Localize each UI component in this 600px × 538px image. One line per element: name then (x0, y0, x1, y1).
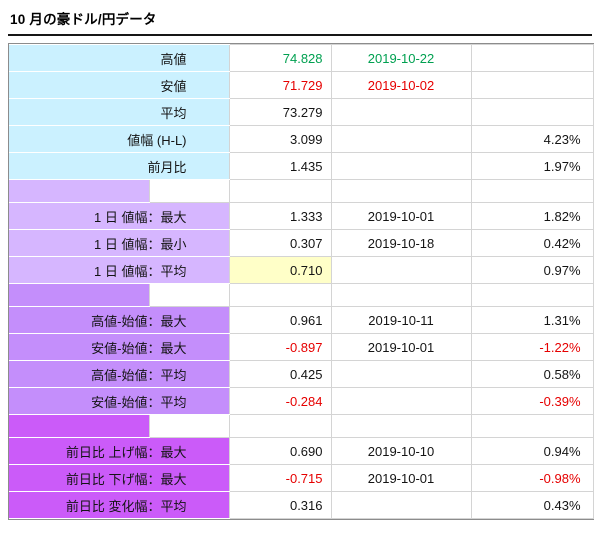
row-label: 高値 (9, 44, 230, 72)
date-cell: 2019-10-01 (330, 333, 472, 361)
date-cell (330, 387, 472, 415)
blank-cell (470, 414, 594, 438)
blank-cell (148, 179, 230, 203)
percent-cell: 0.43% (470, 491, 594, 519)
date-cell: 2019-10-01 (330, 202, 472, 230)
table-row: 安値 71.729 2019-10-02 (9, 71, 594, 99)
date-cell: 2019-10-11 (330, 306, 472, 334)
percent-cell: 1.82% (470, 202, 594, 230)
separator-row (9, 283, 594, 307)
table-row: 安値-始値：最大 -0.897 2019-10-01 -1.22% (9, 333, 594, 361)
table-row: 前日比 変化幅：平均 0.316 0.43% (9, 491, 594, 519)
percent-cell: 0.97% (470, 256, 594, 284)
blank-cell (228, 414, 332, 438)
blank-cell (470, 179, 594, 203)
blank-cell (228, 283, 332, 307)
value-cell: -0.284 (228, 387, 332, 415)
value-cell: 0.307 (228, 229, 332, 257)
blank-cell (228, 179, 332, 203)
value-cell: -0.715 (228, 464, 332, 492)
row-label: 安値 (9, 71, 230, 99)
row-label: 高値-始値：最大 (9, 306, 230, 334)
percent-cell (470, 71, 594, 99)
table-row: 1 日 値幅：最小 0.307 2019-10-18 0.42% (9, 229, 594, 257)
value-cell: 1.333 (228, 202, 332, 230)
blank-cell (470, 283, 594, 307)
date-cell: 2019-10-01 (330, 464, 472, 492)
table-row: 高値-始値：最大 0.961 2019-10-11 1.31% (9, 306, 594, 334)
date-cell (330, 98, 472, 126)
value-cell: 0.425 (228, 360, 332, 388)
table-row: 前月比 1.435 1.97% (9, 152, 594, 180)
row-label: 高値-始値：平均 (9, 360, 230, 388)
table-row: 平均 73.279 (9, 98, 594, 126)
date-cell: 2019-10-22 (330, 44, 472, 72)
date-cell (330, 256, 472, 284)
date-cell (330, 360, 472, 388)
value-cell: 74.828 (228, 44, 332, 72)
value-cell: 73.279 (228, 98, 332, 126)
table-row: 1 日 値幅：平均 0.710 0.97% (9, 256, 594, 284)
date-cell (330, 491, 472, 519)
percent-cell: 0.94% (470, 437, 594, 465)
value-cell: 1.435 (228, 152, 332, 180)
percent-cell: 4.23% (470, 125, 594, 153)
blank-cell (148, 414, 230, 438)
row-label: 前日比 変化幅：平均 (9, 491, 230, 519)
row-label: 安値-始値：平均 (9, 387, 230, 415)
percent-cell: 0.58% (470, 360, 594, 388)
percent-cell: -0.39% (470, 387, 594, 415)
percent-cell: 1.31% (470, 306, 594, 334)
date-cell: 2019-10-02 (330, 71, 472, 99)
value-cell: 0.316 (228, 491, 332, 519)
row-label: 平均 (9, 98, 230, 126)
page-title: 10 月の豪ドル/円データ (8, 5, 592, 36)
date-cell (330, 125, 472, 153)
date-cell (330, 152, 472, 180)
table-row: 前日比 下げ幅：最大 -0.715 2019-10-01 -0.98% (9, 464, 594, 492)
blank-cell (330, 283, 472, 307)
percent-cell: -1.22% (470, 333, 594, 361)
date-cell: 2019-10-10 (330, 437, 472, 465)
table-row: 高値-始値：平均 0.425 0.58% (9, 360, 594, 388)
table-row: 安値-始値：平均 -0.284 -0.39% (9, 387, 594, 415)
date-cell: 2019-10-18 (330, 229, 472, 257)
blank-cell (330, 414, 472, 438)
value-cell: 0.690 (228, 437, 332, 465)
value-cell: 0.961 (228, 306, 332, 334)
value-cell: 3.099 (228, 125, 332, 153)
table-row: 値幅 (H-L) 3.099 4.23% (9, 125, 594, 153)
value-cell: 71.729 (228, 71, 332, 99)
separator-stub (9, 414, 149, 438)
row-label: 前日比 下げ幅：最大 (9, 464, 230, 492)
row-label: 値幅 (H-L) (9, 125, 230, 153)
row-label: 前日比 上げ幅：最大 (9, 437, 230, 465)
row-label: 安値-始値：最大 (9, 333, 230, 361)
row-label: 1 日 値幅：最小 (9, 229, 230, 257)
row-label: 1 日 値幅：最大 (9, 202, 230, 230)
row-label: 1 日 値幅：平均 (9, 256, 230, 284)
separator-stub (9, 179, 149, 203)
percent-cell: 1.97% (470, 152, 594, 180)
value-cell: -0.897 (228, 333, 332, 361)
fx-monthly-stats-table: 高値 74.828 2019-10-22 安値 71.729 2019-10-0… (8, 43, 594, 520)
row-label: 前月比 (9, 152, 230, 180)
table-row: 1 日 値幅：最大 1.333 2019-10-01 1.82% (9, 202, 594, 230)
blank-cell (148, 283, 230, 307)
separator-row (9, 414, 594, 438)
value-cell-highlighted: 0.710 (228, 256, 332, 284)
table-row: 高値 74.828 2019-10-22 (9, 44, 594, 72)
page: 10 月の豪ドル/円データ 高値 74.828 2019-10-22 安値 71… (8, 5, 594, 520)
blank-cell (330, 179, 472, 203)
separator-stub (9, 283, 149, 307)
percent-cell: -0.98% (470, 464, 594, 492)
percent-cell (470, 98, 594, 126)
separator-row (9, 179, 594, 203)
percent-cell (470, 44, 594, 72)
percent-cell: 0.42% (470, 229, 594, 257)
table-row: 前日比 上げ幅：最大 0.690 2019-10-10 0.94% (9, 437, 594, 465)
